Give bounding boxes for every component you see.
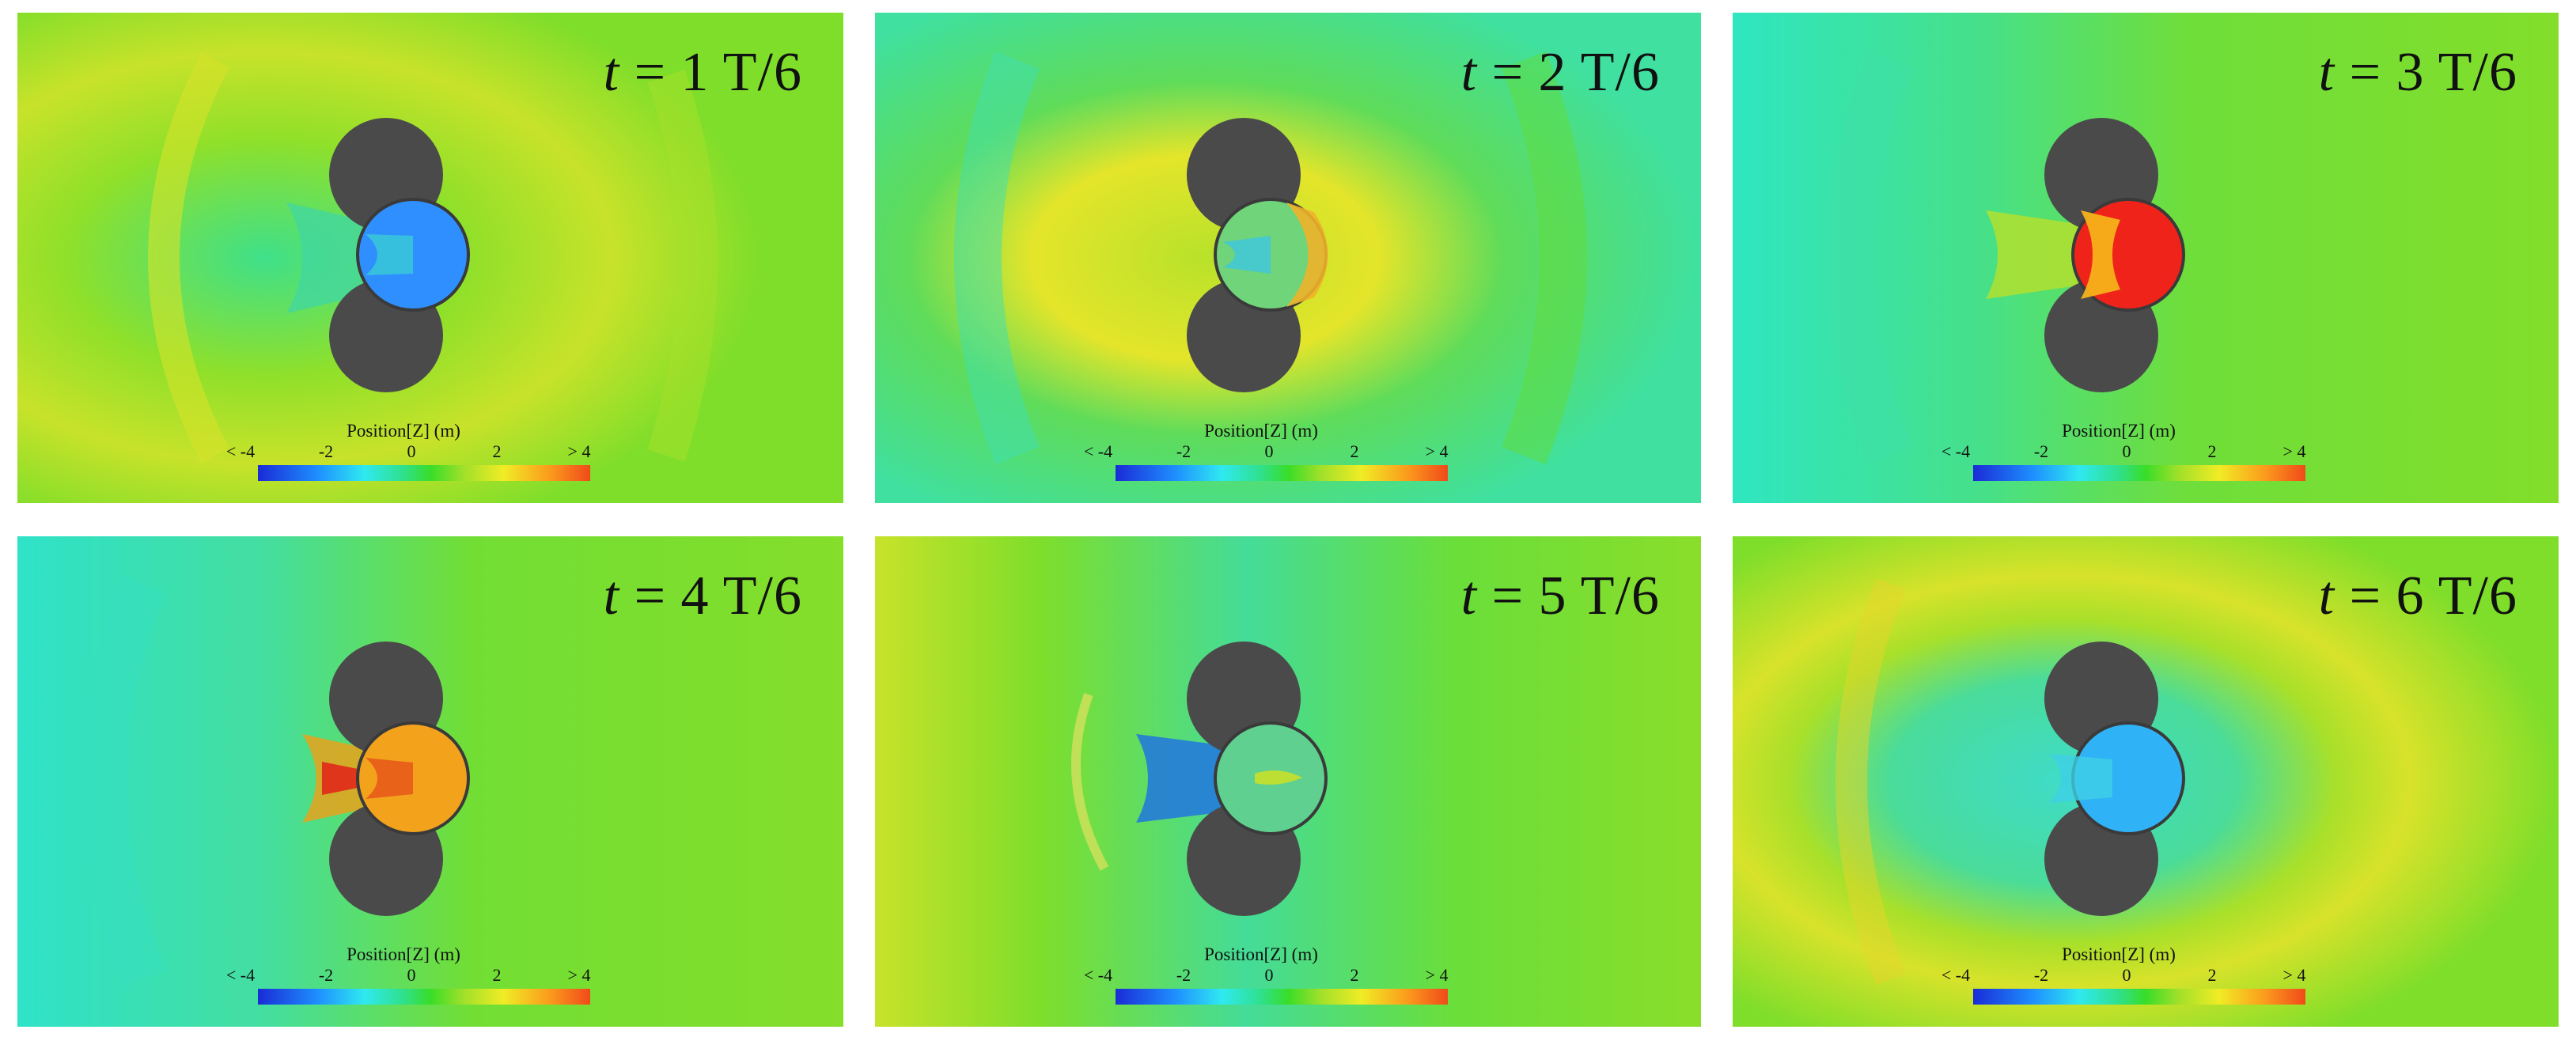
colorbar-tick: > 4: [1425, 441, 1449, 461]
colorbar-tick: 0: [1264, 965, 1274, 985]
colorbar-gradient: [1973, 465, 2305, 481]
colorbar-title: Position[Z] (m): [347, 944, 460, 964]
colorbar-tick: < -4: [225, 441, 256, 461]
colorbar-tick: > 4: [567, 965, 591, 985]
simulation-panel-6: t = 6 T/6 Position[Z] (m) < -4 -2 0 2 > …: [1733, 536, 2559, 1027]
time-label: t = 1 T/6: [603, 42, 802, 103]
colorbar-title: Position[Z] (m): [1204, 421, 1318, 441]
surface-elevation-field: [1733, 13, 2559, 503]
surface-elevation-field: [17, 13, 843, 503]
time-label: t = 3 T/6: [2318, 42, 2517, 103]
colorbar-gradient: [1116, 465, 1448, 481]
colorbar-tick: > 4: [1425, 965, 1449, 985]
time-label: t = 6 T/6: [2318, 566, 2517, 626]
colorbar-tick: < -4: [225, 965, 256, 985]
colorbar: Position[Z] (m) < -4 -2 0 2 > 4: [1941, 944, 2305, 1014]
colorbar-tick: -2: [318, 965, 334, 985]
colorbar-tick: > 4: [567, 441, 591, 461]
colorbar-tick: 0: [2122, 965, 2131, 985]
colorbar-tick: < -4: [1083, 965, 1113, 985]
colorbar-tick: 0: [407, 965, 416, 985]
colorbar: Position[Z] (m) < -4 -2 0 2 > 4: [1084, 944, 1448, 1014]
simulation-panel-2: t = 2 T/6 Position[Z] (m) < -4 -2 0 2 > …: [875, 13, 1701, 503]
colorbar-tick: 2: [2207, 965, 2217, 985]
simulation-panel-4: t = 4 T/6 Position[Z] (m) < -4 -2 0 2 > …: [17, 536, 843, 1027]
colorbar-tick: -2: [2033, 965, 2049, 985]
colorbar-tick: -2: [2033, 441, 2049, 461]
simulation-panel-1: t = 1 T/6 Position[Z] (m) < -4 -2 0 2 > …: [17, 13, 843, 503]
surface-elevation-field: [875, 536, 1701, 1027]
colorbar-title: Position[Z] (m): [2062, 421, 2176, 441]
colorbar: Position[Z] (m) < -4 -2 0 2 > 4: [1941, 421, 2305, 490]
colorbar-tick: -2: [1176, 965, 1191, 985]
colorbar-tick: < -4: [1083, 441, 1113, 461]
surface-elevation-field: [875, 13, 1701, 503]
colorbar: Position[Z] (m) < -4 -2 0 2 > 4: [1084, 421, 1448, 490]
time-label: t = 5 T/6: [1460, 566, 1660, 626]
colorbar-tick: 2: [492, 965, 502, 985]
colorbar-gradient: [1973, 989, 2305, 1005]
colorbar-gradient: [1116, 989, 1448, 1005]
colorbar-tick: > 4: [2282, 441, 2306, 461]
colorbar-tick: > 4: [2282, 965, 2306, 985]
simulation-panel-5: t = 5 T/6 Position[Z] (m) < -4 -2 0 2 > …: [875, 536, 1701, 1027]
time-label: t = 4 T/6: [603, 566, 802, 626]
colorbar-title: Position[Z] (m): [347, 421, 460, 441]
colorbar-tick: -2: [1176, 441, 1191, 461]
colorbar-tick: < -4: [1941, 441, 1971, 461]
colorbar-title: Position[Z] (m): [2062, 944, 2176, 964]
surface-elevation-field: [1733, 536, 2559, 1027]
colorbar-tick: 0: [407, 441, 416, 461]
colorbar: Position[Z] (m) < -4 -2 0 2 > 4: [226, 421, 590, 490]
time-label: t = 2 T/6: [1460, 42, 1660, 103]
colorbar-gradient: [258, 989, 590, 1005]
colorbar-tick: 2: [492, 441, 502, 461]
colorbar-tick: 0: [1264, 441, 1274, 461]
colorbar-tick: 0: [2122, 441, 2131, 461]
simulation-panel-3: t = 3 T/6 Position[Z] (m) < -4 -2 0 2 > …: [1733, 13, 2559, 503]
colorbar-tick: -2: [318, 441, 334, 461]
colorbar-tick: 2: [2207, 441, 2217, 461]
colorbar-tick: 2: [1350, 965, 1359, 985]
surface-elevation-field: [17, 536, 843, 1027]
colorbar-title: Position[Z] (m): [1204, 944, 1318, 964]
colorbar-gradient: [258, 465, 590, 481]
colorbar-tick: < -4: [1941, 965, 1971, 985]
colorbar: Position[Z] (m) < -4 -2 0 2 > 4: [226, 944, 590, 1014]
colorbar-tick: 2: [1350, 441, 1359, 461]
